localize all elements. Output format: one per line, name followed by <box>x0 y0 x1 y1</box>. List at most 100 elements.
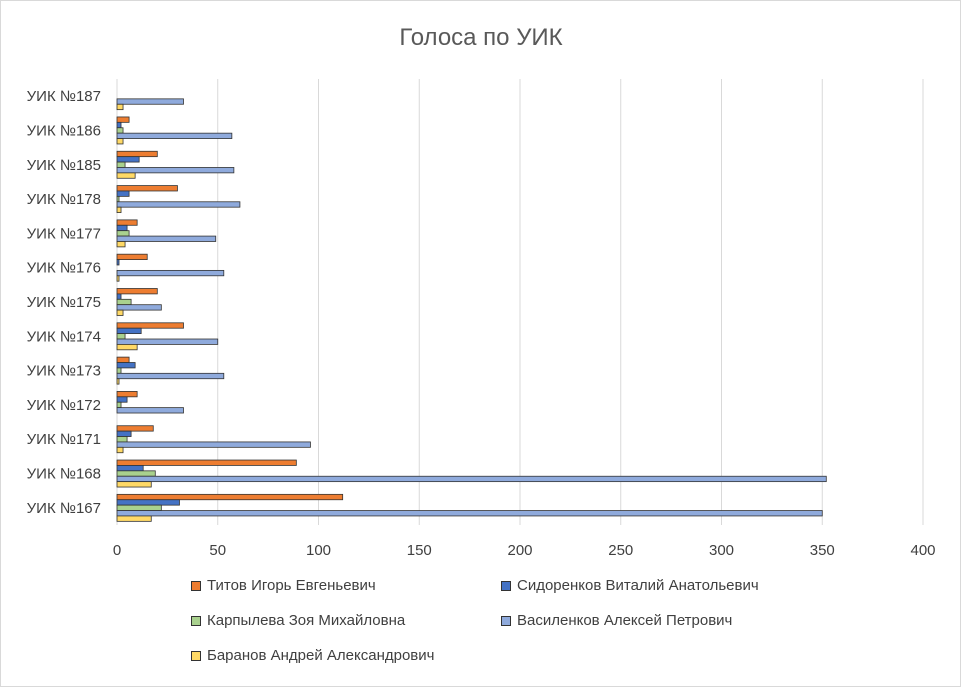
bar <box>116 396 128 403</box>
x-tick-labels: 0 50 100 150 200 250 300 350 400 <box>113 542 936 559</box>
bar <box>116 493 344 501</box>
bar <box>116 459 297 466</box>
bar <box>116 253 148 260</box>
bar <box>116 327 142 335</box>
bar <box>116 269 225 277</box>
legend-swatch <box>191 650 201 661</box>
bar <box>116 322 184 329</box>
bar <box>116 98 184 105</box>
category-label: УИК №175 <box>27 294 101 311</box>
bar <box>116 470 156 477</box>
x-tick-label: 400 <box>910 542 935 559</box>
category-label: УИК №168 <box>27 466 101 483</box>
bar <box>116 275 120 282</box>
bar <box>116 436 128 443</box>
bar <box>116 288 158 295</box>
bar <box>116 116 130 123</box>
category-label: УИК №186 <box>27 122 101 139</box>
bar <box>116 356 130 363</box>
bar <box>116 172 136 179</box>
bar <box>116 344 138 351</box>
legend-item: Баранов Андрей Александрович <box>191 647 434 664</box>
bar <box>116 293 122 300</box>
bar <box>116 156 140 163</box>
bar <box>116 235 217 242</box>
bar <box>116 504 162 511</box>
bar <box>116 510 823 517</box>
bar <box>116 185 178 192</box>
legend-label: Сидоренков Виталий Анатольевич <box>517 577 759 594</box>
bar <box>116 441 311 448</box>
legend-label: Баранов Андрей Александрович <box>207 647 435 664</box>
legend-item: Сидоренков Виталий Анатольевич <box>501 577 759 594</box>
bar <box>116 367 122 374</box>
bar <box>116 224 128 232</box>
legend-item: Василенков Алексей Петрович <box>501 612 732 629</box>
x-tick-label: 50 <box>209 542 226 559</box>
bar <box>116 481 152 488</box>
category-label: УИК №171 <box>27 431 101 448</box>
bar <box>116 201 241 208</box>
category-label: УИК №172 <box>27 397 101 414</box>
bar <box>116 304 162 311</box>
bar <box>116 515 152 522</box>
gridlines <box>116 79 924 525</box>
bar <box>116 425 154 432</box>
category-label: УИК №177 <box>27 225 101 242</box>
bar <box>116 259 120 266</box>
bar <box>116 206 122 213</box>
category-label: УИК №167 <box>27 500 101 517</box>
x-tick-label: 200 <box>507 542 532 559</box>
bar <box>116 475 827 483</box>
bar <box>116 362 136 369</box>
category-label: УИК №174 <box>27 328 101 345</box>
bar <box>116 407 184 414</box>
bar <box>116 465 144 472</box>
bar <box>116 309 124 316</box>
category-label: УИК №185 <box>27 157 101 174</box>
category-label: УИК №187 <box>27 88 101 105</box>
bar <box>116 391 138 398</box>
chart-title: Голоса по УИК <box>399 24 562 51</box>
bar <box>116 401 122 409</box>
bar <box>116 150 158 158</box>
bar <box>116 103 124 111</box>
bar <box>116 298 132 306</box>
category-label: УИК №176 <box>27 260 101 277</box>
legend-label: Василенков Алексей Петрович <box>517 612 733 629</box>
bar <box>116 127 124 134</box>
bars <box>116 98 827 522</box>
x-tick-label: 150 <box>407 542 432 559</box>
bar <box>116 333 126 340</box>
legend-swatch <box>191 615 201 626</box>
bar <box>116 241 126 248</box>
bar <box>116 219 138 226</box>
x-tick-label: 350 <box>810 542 835 559</box>
bar <box>116 338 219 345</box>
bar <box>116 230 130 237</box>
bar <box>116 378 120 385</box>
bar <box>116 190 130 197</box>
category-label: УИК №178 <box>27 191 101 208</box>
bar <box>116 195 120 203</box>
legend-label: Титов Игорь Евгеньевич <box>207 577 376 594</box>
bar <box>116 161 126 168</box>
legend-swatch <box>191 580 201 591</box>
bar <box>116 372 225 380</box>
bar <box>116 446 124 454</box>
bar <box>116 121 122 129</box>
bar <box>116 167 235 174</box>
bar <box>116 430 132 437</box>
legend-item: Карпылева Зоя Михайловна <box>191 612 405 629</box>
bar <box>116 138 124 145</box>
legend-label: Карпылева Зоя Михайловна <box>207 612 406 629</box>
x-tick-label: 250 <box>608 542 633 559</box>
bar <box>116 499 180 506</box>
legend-item: Титов Игорь Евгеньевич <box>191 577 376 594</box>
x-tick-label: 0 <box>113 542 121 559</box>
bar <box>116 132 233 139</box>
x-tick-label: 300 <box>709 542 734 559</box>
legend-swatch <box>501 615 511 626</box>
